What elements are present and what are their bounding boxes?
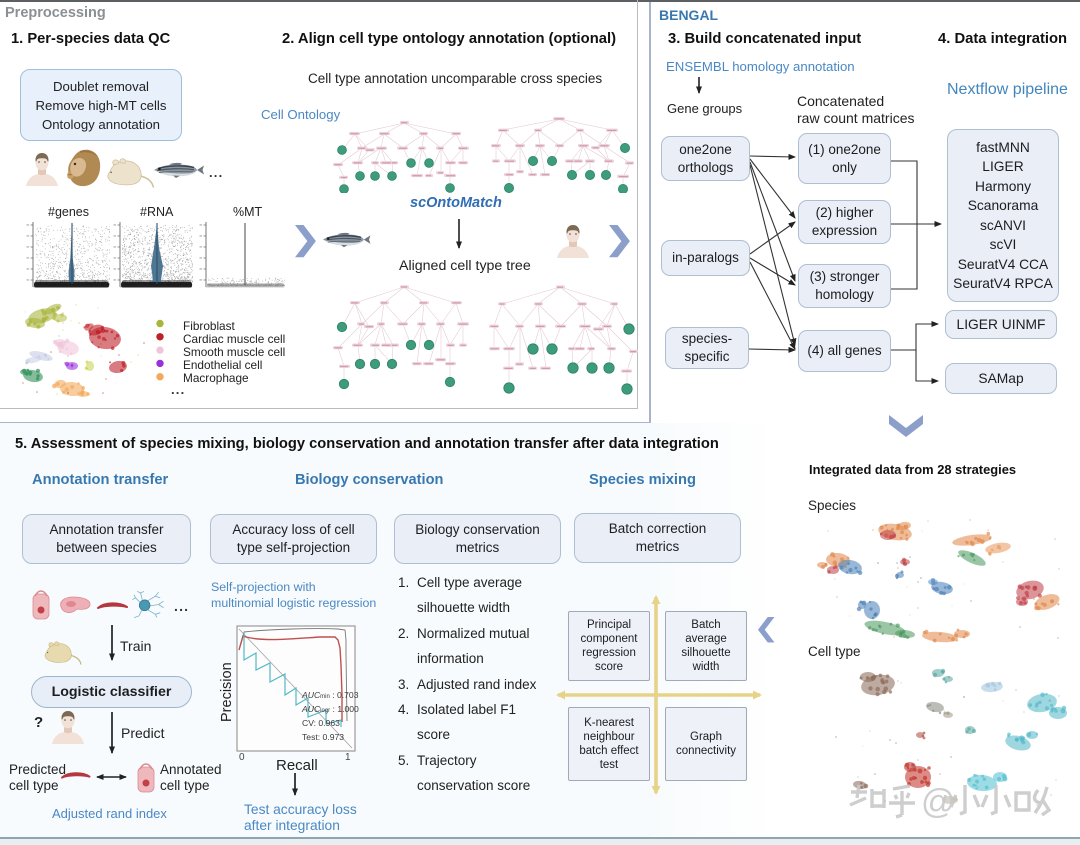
svg-text:@: @ xyxy=(921,783,956,821)
